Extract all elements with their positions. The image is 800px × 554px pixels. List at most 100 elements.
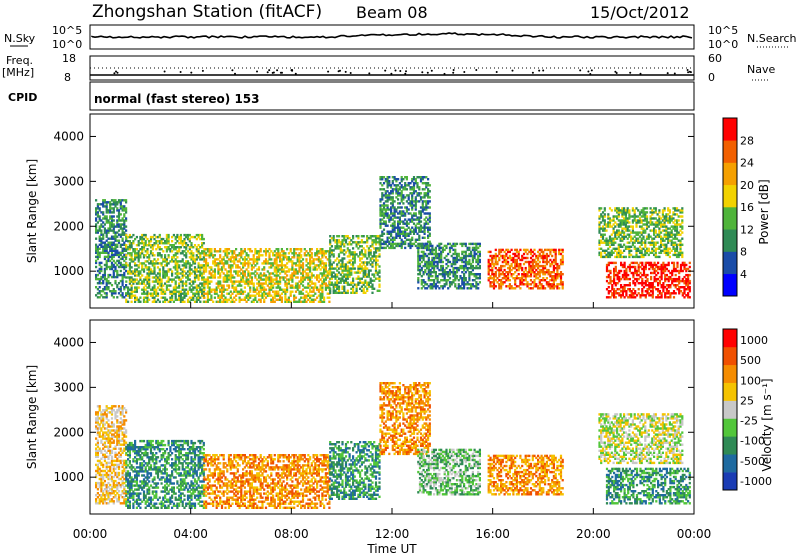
power-echo-cell-2229	[309, 280, 312, 283]
power-echo-cell-2586	[346, 265, 349, 268]
power-echo-cell-526	[128, 270, 131, 273]
nsky-panel: N.Sky 10^5 10^0 10^5 10^0 N.Search	[4, 24, 797, 51]
power-echo-cell-1794	[257, 268, 261, 271]
power-echo-cell-2687	[359, 259, 362, 262]
power-echo-cell-161	[105, 279, 108, 283]
power-echo-cell-4032	[507, 271, 510, 274]
power-echo-cell-274	[112, 275, 115, 279]
power-echo-cell-3899	[478, 254, 481, 258]
power-echo-cell-3573	[434, 277, 437, 280]
power-echo-cell-1041	[178, 286, 181, 289]
power-echo-cell-3640	[443, 279, 446, 282]
power-echo-cell-1669	[242, 250, 245, 253]
power-echo-cell-1470	[219, 256, 222, 259]
power-echo-cell-579	[134, 298, 137, 301]
power-echo-cell-804	[153, 233, 156, 237]
power-echo-cell-4334	[552, 248, 555, 252]
power-echo-cell-831	[156, 258, 160, 261]
power-echo-cell-1988	[280, 300, 283, 303]
power-echo-cell-3362	[423, 208, 426, 211]
power-echo-cell-1921	[273, 278, 276, 281]
power-echo-cell-3241	[411, 188, 414, 191]
power-echo-cell-4833	[687, 288, 690, 291]
power-echo-cell-4898	[603, 239, 606, 242]
power-echo-cell-4545	[634, 284, 637, 287]
power-echo-cell-1916	[273, 296, 276, 299]
power-echo-cell-1332	[203, 278, 206, 281]
power-echo-cell-1707	[247, 272, 250, 275]
power-echo-cell-4079	[514, 254, 517, 258]
power-echo-cell-4655	[653, 263, 656, 267]
power-echo-cell-4652	[653, 271, 656, 275]
power-echo-cell-3490	[424, 260, 427, 264]
power-echo-cell-3308	[418, 216, 421, 219]
power-echo-cell-3740	[457, 258, 460, 262]
power-echo-cell-3487	[424, 268, 427, 272]
power-echo-cell-2571	[344, 263, 348, 266]
power-echo-cell-524	[128, 276, 131, 279]
power-echo-cell-3739	[457, 266, 460, 270]
power-echo-cell-1134	[185, 235, 188, 239]
power-echo-cell-4143	[524, 250, 527, 254]
power-echo-cell-4853	[598, 251, 601, 254]
power-echo-cell-2893	[381, 212, 384, 215]
power-echo-cell-2314	[319, 294, 322, 297]
power-echo-cell-1686	[245, 300, 248, 303]
power-echo-cell-498	[125, 246, 128, 249]
nave-dot-56	[234, 72, 236, 75]
power-echo-cell-3062	[395, 192, 398, 195]
power-echo-cell-1182	[190, 254, 193, 257]
power-echo-cell-4854	[598, 247, 601, 250]
power-echo-cell-3279	[414, 196, 417, 199]
power-echo-cell-1246	[197, 292, 200, 295]
power-echo-cell-4703	[662, 269, 665, 273]
power-echo-cell-2501	[337, 255, 341, 258]
power-echo-cell-3019	[391, 206, 394, 209]
power-echo-cell-4116	[521, 279, 524, 282]
power-echo-cell-4310	[551, 285, 554, 288]
power-echo-cell-848	[158, 268, 161, 271]
power-echo-cell-619	[137, 286, 140, 289]
power-echo-cell-593	[134, 258, 137, 261]
power-echo-cell-4235	[538, 260, 541, 264]
power-echo-cell-731	[148, 286, 151, 289]
power-echo-cell-1293	[201, 266, 204, 269]
power-echo-cell-204	[107, 237, 110, 240]
power-echo-cell-3526	[429, 279, 432, 282]
power-echo-cell-2214	[307, 278, 310, 281]
power-echo-cell-1047	[178, 266, 181, 269]
power-echo-cell-4783	[678, 292, 681, 295]
power-echo-cell-1096	[183, 300, 186, 303]
power-echo-cell-1279	[199, 252, 202, 255]
power-echo-cell-322	[114, 225, 117, 228]
power-echo-cell-1168	[188, 240, 191, 243]
power-echo-cell-3811	[468, 277, 471, 280]
power-echo-cell-640	[139, 276, 142, 279]
power-echo-cell-781	[151, 244, 154, 247]
power-echo-cell-2712	[362, 283, 365, 286]
power-echo-cell-964	[171, 290, 174, 293]
power-echo-cell-2255	[310, 256, 313, 259]
power-echo-cell-2982	[388, 180, 391, 183]
power-echo-cell-2325	[319, 258, 322, 261]
power-echo-cell-2299	[317, 290, 320, 293]
power-echo-cell-3340	[421, 210, 424, 213]
power-echo-cell-3846	[471, 254, 474, 258]
power-echo-cell-3175	[405, 228, 408, 231]
power-echo-cell-3297	[416, 176, 419, 179]
power-echo-cell-837	[156, 235, 160, 239]
power-echo-cell-3440	[417, 256, 420, 260]
power-echo-cell-3516	[427, 260, 430, 264]
power-echo-cell-1430	[215, 292, 218, 295]
power-echo-cell-1502	[222, 258, 225, 261]
power-echo-cell-2221	[307, 254, 310, 257]
power-echo-cell-3787	[464, 266, 467, 270]
power-echo-cell-2159	[300, 272, 303, 275]
power-echo-cell-1581	[231, 254, 234, 257]
power-echo-cell-2899	[381, 194, 384, 197]
power-echo-cell-516	[127, 235, 130, 239]
power-echo-cell-4076	[514, 262, 517, 266]
power-echo-cell-773	[151, 270, 154, 273]
power-echo-cell-3989	[500, 268, 503, 272]
power-echo-cell-3069	[397, 244, 400, 248]
